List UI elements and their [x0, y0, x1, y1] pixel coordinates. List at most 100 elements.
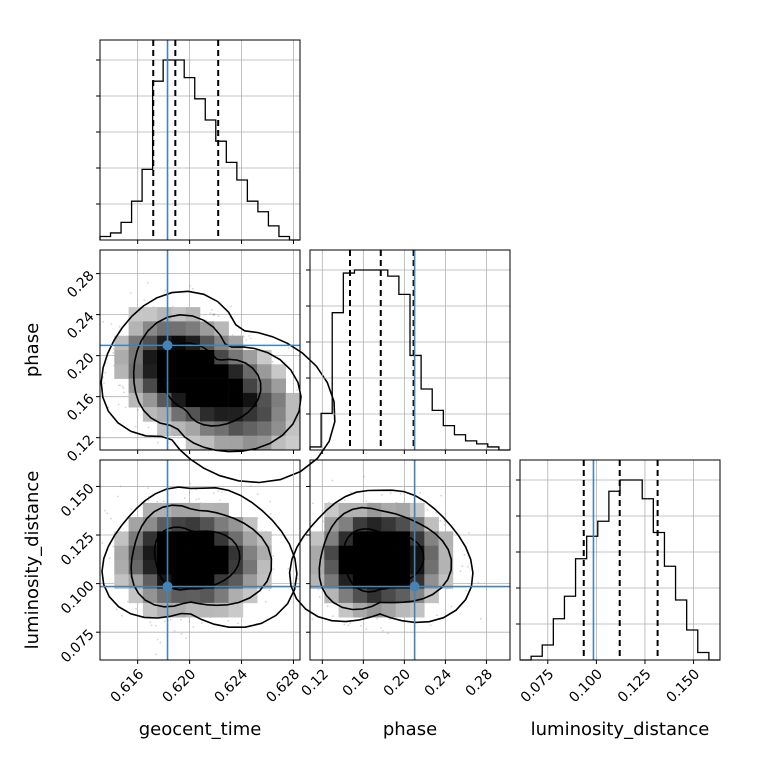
- density-cell: [200, 588, 215, 604]
- scatter-point: [191, 287, 194, 290]
- scatter-point: [124, 406, 127, 409]
- density-cell: [200, 407, 215, 422]
- scatter-point: [112, 545, 115, 548]
- density-cell: [157, 517, 172, 532]
- density-cell: [200, 378, 215, 394]
- density-cell: [242, 588, 258, 604]
- truth-point: [162, 340, 173, 351]
- scatter-panel-luminosity_distance-vs-geocent_time: [96, 459, 301, 664]
- scatter-point: [149, 621, 152, 623]
- density-cell: [271, 364, 286, 379]
- density-cell: [157, 407, 172, 422]
- scatter-point: [117, 384, 120, 387]
- scatter-point: [443, 524, 446, 526]
- density-cell: [367, 517, 382, 532]
- scatter-point: [237, 622, 240, 625]
- y-tick-label: 0.075: [58, 627, 98, 667]
- density-cell: [200, 364, 215, 379]
- scatter-point: [103, 382, 105, 384]
- scatter-point: [221, 491, 224, 493]
- density-cell: [142, 531, 158, 546]
- hist-panel-phase: [306, 249, 511, 454]
- y-tick-label: 0.28: [64, 268, 97, 301]
- contour-line: [318, 506, 453, 611]
- scatter-point: [172, 305, 174, 308]
- histogram-step: [309, 269, 510, 451]
- density-cell: [142, 517, 158, 532]
- density-cell: [185, 350, 201, 365]
- density-cell: [214, 321, 229, 336]
- scatter-point: [154, 624, 157, 627]
- scatter-point: [209, 312, 212, 315]
- scatter-point: [212, 313, 215, 315]
- density-cell: [185, 517, 201, 532]
- density-cell: [200, 350, 215, 365]
- panel-frame: [99, 39, 301, 241]
- scatter-panel-phase-vs-geocent_time: [96, 249, 336, 484]
- density-cell: [142, 307, 158, 322]
- density-cell: [242, 350, 258, 365]
- scatter-point: [117, 495, 119, 498]
- density-cell: [185, 407, 201, 422]
- scatter-point: [212, 314, 215, 316]
- density-cell: [171, 560, 186, 575]
- scatter-point: [426, 508, 429, 511]
- density-cell: [157, 531, 172, 546]
- x-tick-label: 0.616: [108, 666, 148, 706]
- scatter-point: [134, 425, 137, 428]
- density-cell: [367, 545, 382, 561]
- density-cell: [271, 392, 286, 408]
- density-cell: [185, 421, 201, 436]
- density-cell: [142, 335, 158, 351]
- x-tick-label: 0.20: [381, 666, 414, 699]
- density-cell: [142, 364, 158, 379]
- scatter-point: [121, 615, 123, 617]
- x-tick-label: 0.12: [299, 666, 332, 699]
- density-cell: [114, 574, 129, 589]
- density-cell: [324, 517, 339, 532]
- density-cell: [214, 407, 229, 422]
- x-tick-label: 0.150: [664, 666, 704, 706]
- density-cell: [257, 364, 272, 379]
- density-cell: [114, 335, 129, 351]
- density-cell: [257, 421, 272, 436]
- density-cell: [367, 531, 382, 546]
- density-cell: [171, 545, 186, 561]
- density-cell: [310, 560, 325, 575]
- density-cells: [114, 307, 301, 451]
- scatter-point: [135, 607, 137, 610]
- y-tick-label: 0.20: [64, 350, 97, 383]
- scatter-point: [439, 519, 442, 522]
- density-cell: [214, 517, 229, 532]
- density-cell: [242, 574, 258, 589]
- scatter-point: [119, 485, 122, 488]
- panel-frame: [99, 249, 301, 451]
- scatter-point: [419, 491, 422, 494]
- density-cell: [228, 378, 244, 394]
- scatter-point: [376, 617, 378, 620]
- density-cell: [285, 421, 301, 436]
- scatter-point: [147, 426, 150, 429]
- scatter-point: [349, 622, 352, 625]
- scatter-point: [159, 641, 162, 644]
- density-cell: [324, 574, 339, 589]
- density-cell: [395, 602, 411, 618]
- scatter-point: [272, 555, 275, 557]
- density-cell: [271, 407, 286, 422]
- scatter-point: [465, 589, 467, 592]
- scatter-point: [156, 638, 159, 641]
- density-cell: [242, 560, 258, 575]
- scatter-point: [272, 568, 275, 570]
- density-cell: [185, 560, 201, 575]
- density-cell: [142, 560, 158, 575]
- density-cell: [200, 517, 215, 532]
- scatter-point: [389, 492, 392, 495]
- y-tick-label: 0.125: [58, 529, 98, 569]
- scatter-point: [118, 325, 121, 328]
- density-cell: [228, 421, 244, 436]
- scatter-point: [242, 335, 245, 338]
- density-cell: [338, 545, 354, 561]
- density-cell: [214, 364, 229, 379]
- scatter-point: [110, 323, 113, 325]
